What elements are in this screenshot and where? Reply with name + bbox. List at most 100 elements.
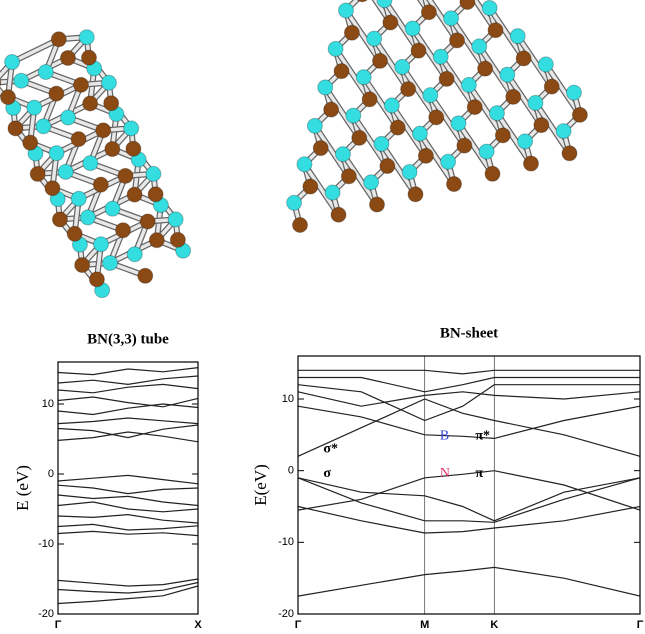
atom <box>516 51 531 66</box>
atom <box>344 25 359 40</box>
x-tick-label: Γ <box>55 619 62 631</box>
atom <box>83 156 98 171</box>
atom <box>83 96 98 111</box>
x-tick-label: Γ <box>295 619 302 631</box>
chart-title: BN-sheet <box>440 325 498 341</box>
atom <box>423 88 438 103</box>
atom <box>374 136 389 151</box>
atom <box>127 247 142 262</box>
atom <box>118 168 133 183</box>
atom <box>23 135 38 150</box>
atom <box>51 32 66 47</box>
atom <box>489 106 504 121</box>
annotation: B <box>440 428 449 443</box>
atom <box>500 67 515 82</box>
band-line <box>58 404 198 415</box>
atom <box>140 214 155 229</box>
atom <box>390 120 405 135</box>
band-line <box>298 507 640 534</box>
atom <box>75 258 90 273</box>
atom <box>61 110 76 125</box>
atom <box>103 255 118 270</box>
band-line <box>298 392 640 406</box>
band-line <box>298 399 640 456</box>
band-line <box>58 485 198 493</box>
atom <box>429 110 444 125</box>
atom <box>467 100 482 115</box>
atom <box>482 0 497 15</box>
atom <box>60 50 75 65</box>
atom <box>338 3 353 18</box>
atom <box>356 70 371 85</box>
atom <box>105 201 120 216</box>
atom <box>303 179 318 194</box>
atom <box>441 154 456 169</box>
atom <box>439 71 454 86</box>
atom <box>362 92 377 107</box>
atom <box>67 226 82 241</box>
band-line <box>58 531 198 535</box>
atom <box>408 187 423 202</box>
band-line <box>58 384 198 392</box>
atom <box>89 272 104 287</box>
atom <box>444 11 459 26</box>
atom <box>341 169 356 184</box>
atom <box>433 49 448 64</box>
atom <box>49 86 64 101</box>
atom <box>538 57 553 72</box>
atom <box>405 21 420 36</box>
atom <box>80 210 95 225</box>
atom <box>544 79 559 94</box>
atom <box>127 187 142 202</box>
atom <box>27 100 42 115</box>
plot-frame <box>298 356 640 614</box>
atom <box>421 5 436 20</box>
chart-title: BN(3,3) tube <box>87 331 169 347</box>
atom <box>395 59 410 74</box>
atom <box>297 157 312 172</box>
atom <box>49 146 64 161</box>
atom <box>495 128 510 143</box>
atom <box>556 124 571 139</box>
atom <box>518 134 533 149</box>
atom <box>71 132 86 147</box>
x-tick-label: K <box>490 619 498 631</box>
x-tick-label: X <box>194 619 202 631</box>
atom <box>126 141 141 156</box>
atom <box>324 102 339 117</box>
band-line <box>298 567 640 596</box>
y-tick-label: -20 <box>278 608 294 620</box>
y-tick-label: 10 <box>42 398 54 410</box>
annotation: σ* <box>323 441 338 456</box>
atom <box>383 15 398 30</box>
atom <box>74 77 89 92</box>
atom <box>523 156 538 171</box>
atom <box>79 30 94 45</box>
atom <box>352 130 367 145</box>
atom <box>313 141 328 156</box>
y-tick-label: -20 <box>38 608 54 620</box>
atom <box>101 75 116 90</box>
atom <box>81 50 96 65</box>
atom <box>380 159 395 174</box>
annotation: π <box>475 466 483 481</box>
atom <box>52 212 67 227</box>
band-line <box>58 586 198 604</box>
x-tick-label: M <box>420 619 429 631</box>
atom <box>488 23 503 38</box>
atom <box>105 142 120 157</box>
atom <box>506 89 521 104</box>
atom <box>325 185 340 200</box>
atom <box>402 165 417 180</box>
molecule-structures <box>0 0 587 298</box>
atom <box>566 85 581 100</box>
atom <box>461 77 476 92</box>
y-tick-label: 10 <box>282 393 294 405</box>
atom <box>331 207 346 222</box>
atom <box>8 121 23 136</box>
atom <box>318 80 333 95</box>
band-line <box>58 418 198 424</box>
atom <box>572 107 587 122</box>
atom <box>138 268 153 283</box>
atom <box>346 108 361 123</box>
